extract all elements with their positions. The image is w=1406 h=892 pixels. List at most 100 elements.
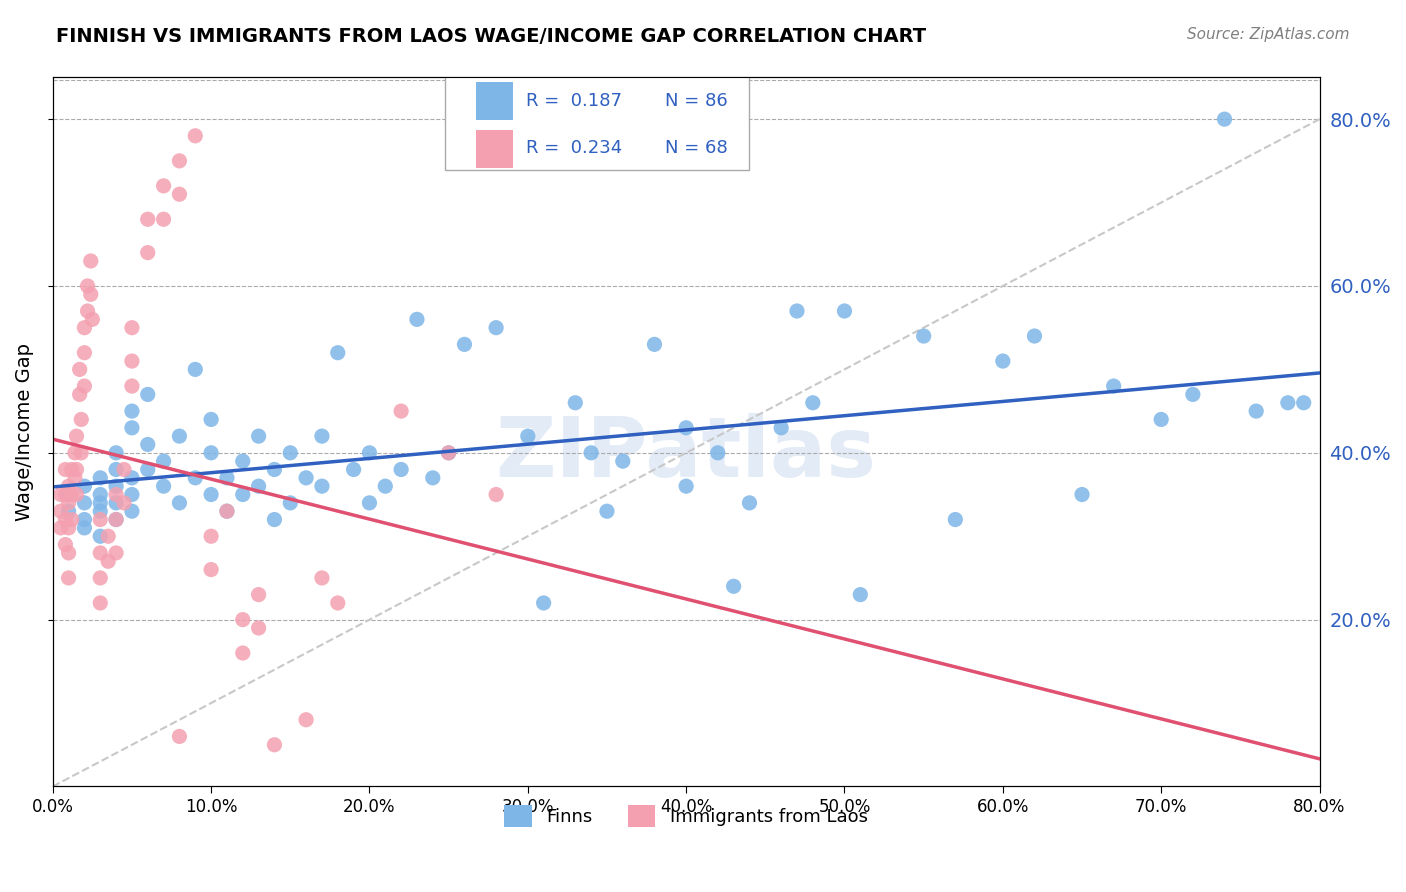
Point	[121, 421, 143, 435]
Text: FINNISH VS IMMIGRANTS FROM LAOS WAGE/INCOME GAP CORRELATION CHART: FINNISH VS IMMIGRANTS FROM LAOS WAGE/INC…	[56, 27, 927, 45]
Point	[49, 521, 72, 535]
Point	[55, 538, 77, 552]
Point	[89, 504, 111, 518]
Point	[200, 446, 222, 460]
Point	[97, 554, 120, 568]
Point	[105, 446, 128, 460]
Point	[232, 487, 254, 501]
Point	[105, 487, 128, 501]
Point	[105, 479, 128, 493]
Point	[58, 521, 80, 535]
Text: R =  0.187: R = 0.187	[526, 93, 621, 111]
Point	[105, 512, 128, 526]
Point	[801, 396, 824, 410]
Point	[596, 504, 619, 518]
Bar	[477, 130, 513, 168]
Point	[73, 345, 96, 359]
Point	[121, 379, 143, 393]
Point	[215, 471, 238, 485]
Point	[80, 254, 103, 268]
Point	[849, 588, 872, 602]
Point	[295, 471, 318, 485]
Point	[263, 512, 285, 526]
Point	[105, 496, 128, 510]
Point	[65, 429, 87, 443]
Point	[991, 354, 1014, 368]
Point	[215, 504, 238, 518]
Point	[58, 571, 80, 585]
Point	[136, 437, 159, 451]
Point	[834, 304, 856, 318]
Point	[311, 571, 333, 585]
Point	[73, 479, 96, 493]
Point	[612, 454, 634, 468]
Point	[437, 446, 460, 460]
Point	[121, 354, 143, 368]
Point	[579, 446, 602, 460]
Point	[1181, 387, 1204, 401]
Point	[76, 279, 98, 293]
Point	[343, 462, 366, 476]
Point	[55, 462, 77, 476]
Point	[121, 471, 143, 485]
Point	[453, 337, 475, 351]
Point	[60, 462, 83, 476]
Point	[112, 496, 135, 510]
Point	[943, 512, 966, 526]
Point	[73, 521, 96, 535]
Point	[121, 404, 143, 418]
Point	[232, 646, 254, 660]
Point	[184, 471, 207, 485]
Point	[89, 471, 111, 485]
Point	[1024, 329, 1046, 343]
Point	[89, 529, 111, 543]
Point	[184, 362, 207, 376]
Point	[263, 738, 285, 752]
Point	[485, 320, 508, 334]
Point	[564, 396, 586, 410]
Point	[69, 387, 91, 401]
Point	[215, 504, 238, 518]
Point	[263, 462, 285, 476]
Point	[97, 529, 120, 543]
Point	[786, 304, 808, 318]
Text: N = 68: N = 68	[665, 139, 728, 157]
Point	[89, 496, 111, 510]
FancyBboxPatch shape	[446, 70, 749, 169]
Point	[76, 304, 98, 318]
Point	[422, 471, 444, 485]
Point	[69, 362, 91, 376]
Point	[152, 479, 174, 493]
Point	[247, 429, 270, 443]
Point	[65, 462, 87, 476]
Point	[675, 479, 697, 493]
Point	[516, 429, 538, 443]
Point	[58, 546, 80, 560]
Point	[152, 454, 174, 468]
Point	[389, 404, 412, 418]
Point	[89, 596, 111, 610]
Point	[707, 446, 730, 460]
Point	[63, 446, 86, 460]
Point	[485, 487, 508, 501]
Text: N = 86: N = 86	[665, 93, 728, 111]
Point	[738, 496, 761, 510]
Point	[152, 212, 174, 227]
Point	[105, 512, 128, 526]
Point	[89, 571, 111, 585]
Point	[49, 487, 72, 501]
Point	[200, 412, 222, 426]
Point	[70, 446, 93, 460]
Point	[80, 287, 103, 301]
Point	[326, 596, 349, 610]
Point	[89, 512, 111, 526]
Point	[136, 245, 159, 260]
Point	[73, 379, 96, 393]
Legend: Finns, Immigrants from Laos: Finns, Immigrants from Laos	[498, 797, 875, 834]
Point	[58, 479, 80, 493]
Point	[1277, 396, 1299, 410]
Point	[311, 429, 333, 443]
Point	[1102, 379, 1125, 393]
Point	[278, 446, 301, 460]
Point	[58, 496, 80, 510]
